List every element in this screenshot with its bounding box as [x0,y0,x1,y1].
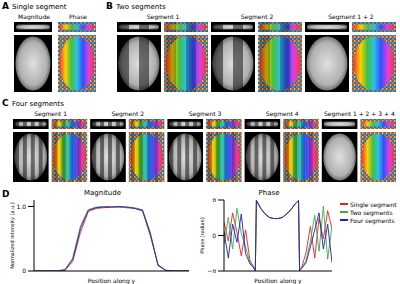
html-text:Single segment: Single segment [350,200,397,208]
svg-text:Magnitude: Magnitude [18,13,50,21]
svg-text:A: A [2,1,9,11]
html-text:Magnitude: Magnitude [84,189,121,197]
html-text:Four segments: Four segments [350,216,395,224]
svg-text:Segment 1: Segment 1 [147,13,180,21]
svg-text:Single segment: Single segment [12,3,67,11]
svg-text:−π: −π [207,267,216,274]
html-text:D: D [2,189,10,199]
svg-text:Segment 2: Segment 2 [111,110,144,118]
svg-text:Segment 1: Segment 1 [34,110,67,118]
html-text:Two segments: Two segments [350,208,393,216]
svg-text:Four segments: Four segments [12,100,64,108]
svg-text:π: π [212,197,216,203]
svg-text:0: 0 [212,232,216,239]
svg-text:Normalized intensity [a.u.]: Normalized intensity [a.u.] [10,202,16,269]
svg-text:Two segments: Two segments [115,3,166,11]
svg-text:Segment 1 + 2: Segment 1 + 2 [328,13,374,21]
svg-text:Phase [radian]: Phase [radian] [200,217,205,253]
svg-text:Segment 4: Segment 4 [266,110,299,118]
svg-text:0: 0 [22,267,26,274]
svg-text:Position along y: Position along y [254,277,302,284]
svg-text:Segment 3: Segment 3 [189,110,222,118]
svg-text:1.0: 1.0 [16,203,26,210]
html-text:Phase: Phase [258,189,280,197]
svg-text:Segment 2: Segment 2 [241,13,274,21]
svg-text:Phase: Phase [69,13,87,20]
svg-text:Position along y: Position along y [88,277,136,284]
svg-text:Segment 1 + 2 + 3 + 4: Segment 1 + 2 + 3 + 4 [324,110,395,118]
svg-text:B: B [106,1,113,11]
svg-text:C: C [2,98,9,108]
